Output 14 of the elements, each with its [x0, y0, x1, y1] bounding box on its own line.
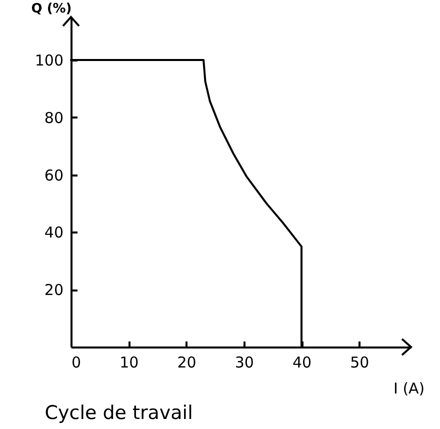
- y-tick-label: 100: [34, 52, 64, 70]
- x-tick-label: 10: [120, 354, 139, 372]
- x-tick-label: 0: [72, 354, 82, 372]
- x-tick-label: 30: [234, 354, 254, 372]
- y-tick-label: 20: [44, 281, 64, 300]
- y-tick-label: 40: [44, 224, 64, 242]
- y-tick-label: 80: [44, 108, 64, 127]
- x-tick-label: 20: [177, 354, 196, 372]
- y-tick-label: 60: [44, 166, 64, 184]
- x-axis-title: I (A): [394, 380, 425, 398]
- x-tick-label: 40: [292, 354, 312, 372]
- text: Cycle de travail: [44, 402, 193, 424]
- y-axis-title: Q (%): [31, 2, 72, 16]
- x-tick-label: 50: [350, 354, 370, 372]
